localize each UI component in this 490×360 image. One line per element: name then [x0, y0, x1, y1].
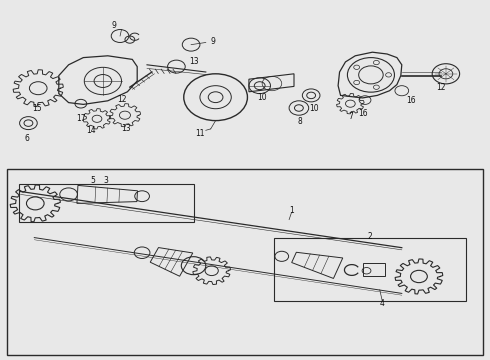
Text: 9: 9	[111, 22, 116, 31]
Text: 15: 15	[32, 104, 42, 113]
Text: 5: 5	[91, 176, 96, 185]
Text: 17: 17	[76, 114, 86, 122]
Text: 4: 4	[380, 299, 385, 307]
Bar	[7, 169, 483, 355]
Text: 6: 6	[24, 134, 29, 143]
Text: 13: 13	[122, 125, 131, 134]
Text: 11: 11	[195, 130, 205, 139]
Text: 1: 1	[289, 206, 294, 215]
Text: 2: 2	[368, 233, 372, 242]
Text: 12: 12	[436, 84, 446, 93]
Text: 10: 10	[309, 104, 318, 113]
Text: 16: 16	[406, 96, 416, 105]
Text: 12: 12	[117, 95, 126, 104]
Text: 14: 14	[86, 126, 96, 135]
Text: 13: 13	[189, 57, 198, 66]
Text: 8: 8	[297, 117, 302, 126]
Bar	[363, 263, 385, 276]
Text: 9: 9	[211, 37, 216, 46]
Text: 16: 16	[358, 109, 368, 118]
Text: 10: 10	[257, 94, 267, 103]
Text: 7: 7	[348, 112, 353, 121]
Text: 3: 3	[103, 176, 108, 185]
